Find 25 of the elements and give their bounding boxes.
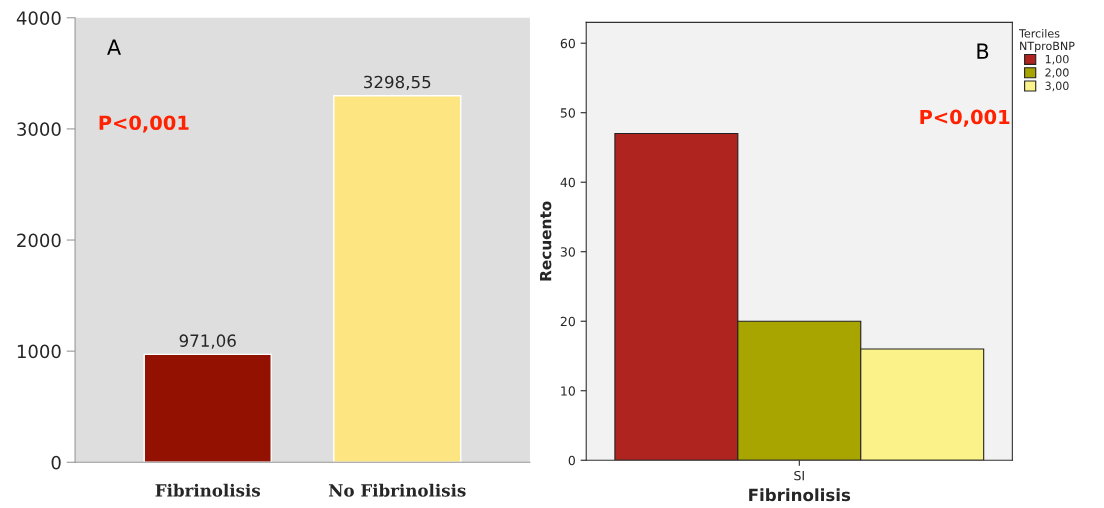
legend-label: 2,00 xyxy=(1045,68,1069,78)
data-label: 3298,55 xyxy=(364,75,431,91)
data-label: 971,06 xyxy=(179,334,236,349)
annotation: P<0,001 xyxy=(920,109,1010,127)
y-tick-label: 0 xyxy=(51,455,61,470)
y-tick-label: 50 xyxy=(560,108,575,118)
y-tick-label: 1000 xyxy=(17,344,61,359)
y-tick-label: 3000 xyxy=(17,122,61,137)
y-tick-label: 10 xyxy=(561,386,575,396)
annotation: A xyxy=(107,39,121,55)
x-tick-label: No Fibrinolisis xyxy=(328,483,466,497)
legend-label: 1,00 xyxy=(1045,54,1069,65)
y-tick-label: 20 xyxy=(560,316,575,327)
y-tick-label: 60 xyxy=(560,38,575,49)
annotation: B xyxy=(977,43,989,59)
y-tick-label: 30 xyxy=(560,247,575,257)
legend-label: 3,00 xyxy=(1045,81,1069,92)
y-tick-label: 0 xyxy=(568,455,575,466)
y-tick-label: 4000 xyxy=(16,11,61,25)
x-tick-label: SI xyxy=(794,470,804,481)
annotation: P<0,001 xyxy=(99,115,189,133)
y-tick-label: 40 xyxy=(560,177,575,188)
legend-title: Terciles NTproBNP xyxy=(1019,29,1075,53)
y-axis-title: Recuento xyxy=(540,201,552,281)
y-tick-label: 2000 xyxy=(17,233,61,248)
